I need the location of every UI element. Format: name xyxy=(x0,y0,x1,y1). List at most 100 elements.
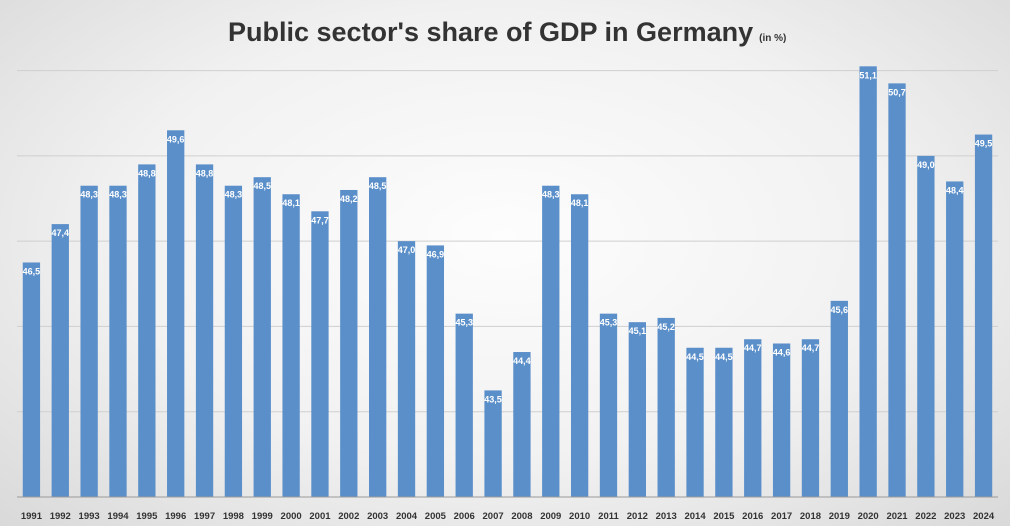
bar-1997 xyxy=(195,164,214,497)
x-tick-1991: 1991 xyxy=(21,511,43,522)
bar-2023 xyxy=(946,181,964,498)
bar-2006 xyxy=(455,313,473,497)
bar-1992 xyxy=(51,224,69,497)
value-label-2001: 47,7 xyxy=(311,215,329,225)
value-label-2021: 50,7 xyxy=(888,87,906,97)
bar-2020 xyxy=(859,66,877,498)
chart-title: Public sector's share of GDP in Germany xyxy=(228,17,753,47)
x-tick-2001: 2001 xyxy=(309,511,331,522)
x-tick-1992: 1992 xyxy=(50,511,71,522)
x-tick-2019: 2019 xyxy=(829,511,850,522)
x-tick-2013: 2013 xyxy=(656,511,677,522)
value-label-2010: 48,1 xyxy=(571,198,589,208)
value-label-1995: 48,8 xyxy=(138,168,156,178)
value-label-2012: 45,1 xyxy=(629,326,647,336)
value-label-2020: 51,1 xyxy=(859,70,877,80)
value-label-2004: 47,0 xyxy=(398,245,416,255)
x-tick-2006: 2006 xyxy=(454,511,475,522)
bar-1998 xyxy=(224,185,243,497)
x-tick-2012: 2012 xyxy=(627,511,648,522)
x-tick-1998: 1998 xyxy=(223,511,244,522)
bar-2022 xyxy=(917,155,935,497)
value-label-2014: 44,5 xyxy=(686,352,704,362)
value-label-2007: 43,5 xyxy=(484,394,502,404)
value-label-2008: 44,4 xyxy=(513,356,531,366)
x-tick-1999: 1999 xyxy=(252,511,273,522)
value-label-2011: 45,3 xyxy=(600,318,618,328)
value-label-2009: 48,3 xyxy=(542,190,560,200)
bar-2005 xyxy=(426,245,445,497)
bar-2024 xyxy=(974,134,993,497)
bar-2014 xyxy=(686,347,704,497)
x-tick-1996: 1996 xyxy=(165,511,186,522)
x-tick-2016: 2016 xyxy=(742,511,763,522)
value-label-1998: 48,3 xyxy=(225,190,243,200)
x-tick-2004: 2004 xyxy=(396,511,418,522)
bar-2018 xyxy=(801,339,820,497)
x-tick-2018: 2018 xyxy=(800,511,821,522)
x-tick-1993: 1993 xyxy=(79,511,100,522)
bar-1995 xyxy=(138,164,156,497)
value-label-2022: 49,0 xyxy=(917,160,935,170)
x-tick-2003: 2003 xyxy=(367,511,388,522)
bar-2012 xyxy=(628,322,646,497)
value-label-2000: 48,1 xyxy=(282,198,300,208)
bar-1994 xyxy=(109,185,127,497)
x-tick-2024: 2024 xyxy=(973,511,995,522)
x-tick-2002: 2002 xyxy=(338,511,359,522)
bar-2001 xyxy=(311,211,329,497)
chart-subtitle: (in %) xyxy=(759,33,786,44)
x-tick-2008: 2008 xyxy=(511,511,532,522)
bar-1999 xyxy=(253,177,271,498)
value-label-1991: 46,5 xyxy=(23,266,41,276)
value-label-2024: 49,5 xyxy=(975,139,993,149)
x-tick-2017: 2017 xyxy=(771,511,792,522)
x-tick-2023: 2023 xyxy=(944,511,965,522)
value-label-2017: 44,6 xyxy=(773,347,791,357)
bar-2004 xyxy=(397,241,416,497)
value-label-1996: 49,6 xyxy=(167,134,185,144)
x-tick-2000: 2000 xyxy=(281,511,302,522)
value-label-1992: 47,4 xyxy=(52,228,70,238)
value-label-1993: 48,3 xyxy=(80,190,98,200)
x-tick-2020: 2020 xyxy=(858,511,879,522)
x-tick-2021: 2021 xyxy=(886,511,908,522)
bar-2019 xyxy=(830,300,848,497)
value-label-2016: 44,7 xyxy=(744,343,762,353)
bar-2002 xyxy=(340,189,358,497)
bar-1996 xyxy=(167,130,185,497)
bar-2021 xyxy=(888,83,906,498)
bar-2000 xyxy=(282,194,300,497)
bar-2016 xyxy=(744,339,762,497)
x-tick-2009: 2009 xyxy=(540,511,561,522)
bar-2015 xyxy=(715,347,733,497)
value-label-2005: 46,9 xyxy=(427,249,445,259)
bar-2010 xyxy=(570,194,589,497)
value-label-1997: 48,8 xyxy=(196,168,214,178)
x-tick-1995: 1995 xyxy=(136,511,158,522)
value-label-2003: 48,5 xyxy=(369,181,387,191)
bar-2003 xyxy=(369,177,387,498)
gridlines xyxy=(17,70,998,413)
value-label-2019: 45,6 xyxy=(831,305,849,315)
x-tick-2015: 2015 xyxy=(713,511,735,522)
x-tick-2011: 2011 xyxy=(598,511,619,522)
bar-2017 xyxy=(772,343,791,497)
bar-2011 xyxy=(599,313,618,497)
bar-1993 xyxy=(80,185,98,497)
x-tick-2022: 2022 xyxy=(915,511,936,522)
bar-2007 xyxy=(484,390,502,497)
value-labels: 46,5 47,4 48,3 48,3 48,8 49,6 48,8 48,3 48,5 48,1… xyxy=(23,70,993,404)
x-tick-labels: 1991 1992 1993 1994 1995 1996 1997 1998 1999 2000… xyxy=(21,511,995,522)
value-label-2018: 44,7 xyxy=(802,343,820,353)
x-tick-2007: 2007 xyxy=(483,511,504,522)
bar-1991 xyxy=(22,262,41,497)
value-label-2006: 45,3 xyxy=(455,318,473,328)
value-label-1994: 48,3 xyxy=(109,190,127,200)
bar-2013 xyxy=(657,317,675,497)
bars xyxy=(22,66,993,498)
bar-2008 xyxy=(513,352,531,497)
bar-2009 xyxy=(542,185,560,497)
